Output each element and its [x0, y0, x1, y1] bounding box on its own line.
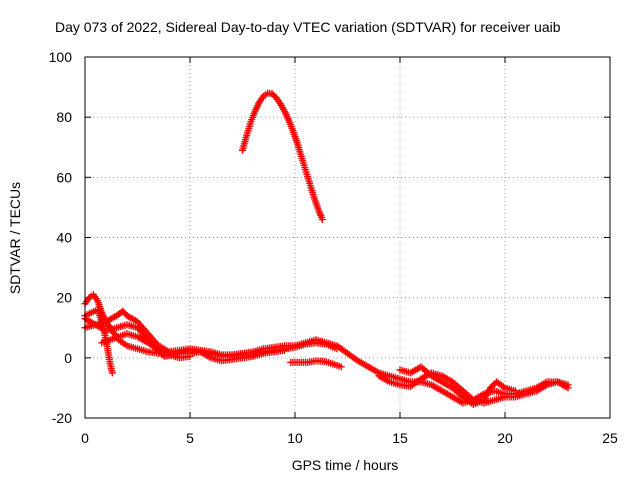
plot-frame: [84, 56, 611, 419]
series-high-elevation-arc: [239, 89, 326, 223]
x-tick-label: 15: [392, 430, 408, 446]
series-arc-H: [396, 363, 519, 408]
y-tick-label: 80: [56, 109, 72, 125]
data-point: [337, 363, 345, 371]
tick-labels: 0 5 10 15 20 25 -20 0 20 40 60 80 100: [49, 49, 618, 446]
x-tick-label: 5: [186, 430, 194, 446]
x-tick-label: 10: [287, 430, 303, 446]
y-tick-label: 40: [56, 230, 72, 246]
data-point: [333, 345, 341, 353]
data-point: [108, 369, 116, 377]
y-tick-label: -20: [52, 410, 72, 426]
data-point: [564, 384, 572, 392]
series-arc-F: [287, 357, 345, 371]
x-tick-label: 25: [602, 430, 618, 446]
data-point: [281, 346, 288, 354]
data-points: [81, 89, 572, 408]
y-axis-title: SDTVAR / TECUs: [7, 182, 23, 294]
y-tick-label: 20: [56, 290, 72, 306]
y-tick-label: 0: [64, 350, 72, 366]
chart-title: Day 073 of 2022, Sidereal Day-to-day VTE…: [55, 19, 561, 35]
series-arc-G: [375, 369, 572, 407]
y-tick-label: 60: [56, 169, 72, 185]
x-tick-label: 20: [497, 430, 513, 446]
grid-lines: [85, 57, 610, 418]
data-point: [186, 352, 194, 360]
x-tick-label: 0: [81, 430, 89, 446]
axis-ticks: [84, 56, 611, 419]
data-point: [512, 387, 519, 395]
series-arc-E: [98, 330, 194, 362]
x-axis-title: GPS time / hours: [292, 457, 399, 473]
y-tick-label: 100: [49, 49, 73, 65]
data-point: [318, 215, 326, 223]
